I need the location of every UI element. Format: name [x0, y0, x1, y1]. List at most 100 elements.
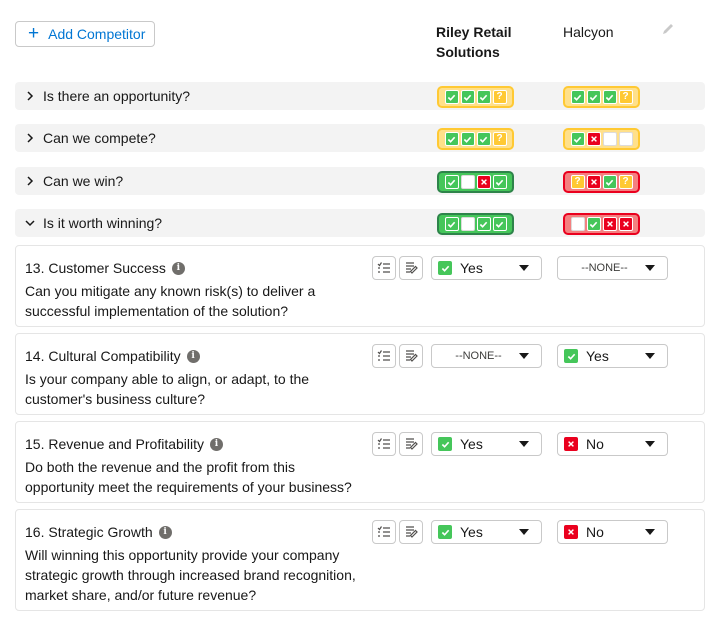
check-icon [570, 132, 585, 146]
cross-icon [564, 525, 578, 539]
check-icon [438, 437, 452, 451]
checklist-icon [377, 262, 390, 273]
section-worth-winning[interactable]: Is it worth winning? [15, 209, 705, 237]
checklist-button[interactable] [372, 344, 396, 368]
notes-button[interactable] [399, 432, 423, 456]
check-icon [438, 261, 452, 275]
answer-select-halcyon[interactable]: No [557, 520, 668, 544]
cross-icon [564, 437, 578, 451]
section-title: Is there an opportunity? [43, 88, 191, 104]
answer-select-halcyon[interactable]: --NONE-- [557, 256, 668, 280]
check-icon [438, 525, 452, 539]
select-value: --NONE-- [581, 262, 628, 274]
cross-icon [476, 175, 491, 189]
checklist-button[interactable] [372, 520, 396, 544]
question-description: Will winning this opportunity provide yo… [25, 547, 356, 603]
section-title: Is it worth winning? [43, 215, 163, 231]
empty-box-icon [460, 175, 475, 189]
notes-button[interactable] [399, 256, 423, 280]
section-opportunity[interactable]: Is there an opportunity? ? ? [15, 82, 705, 110]
check-icon [602, 90, 617, 104]
edit-pencil-icon[interactable] [661, 22, 675, 36]
notes-button[interactable] [399, 344, 423, 368]
section-title: Can we compete? [43, 130, 156, 146]
chevron-right-icon [23, 174, 37, 188]
empty-box-icon [618, 132, 633, 146]
tally-halcyon [563, 128, 640, 150]
question-mark-icon: ? [492, 132, 507, 146]
competitor-header-riley: Riley Retail Solutions [436, 24, 512, 60]
tally-halcyon: ? [563, 86, 640, 108]
cross-icon [586, 175, 601, 189]
select-value: Yes [460, 260, 483, 276]
check-icon [444, 90, 459, 104]
caret-down-icon [645, 265, 655, 271]
question-card: 14. Cultural Compatibility i Is your comp… [15, 333, 705, 415]
caret-down-icon [645, 529, 655, 535]
select-value: Yes [586, 348, 609, 364]
question-description: Is your company able to align, or adapt,… [25, 371, 310, 407]
select-value: Yes [460, 436, 483, 452]
notes-button[interactable] [399, 520, 423, 544]
add-competitor-label: Add Competitor [48, 26, 146, 42]
check-icon [476, 217, 491, 231]
answer-select-halcyon[interactable]: Yes [557, 344, 668, 368]
checklist-icon [377, 526, 390, 537]
answer-select-halcyon[interactable]: No [557, 432, 668, 456]
question-mark-icon: ? [618, 175, 633, 189]
answer-select-riley[interactable]: Yes [431, 432, 542, 456]
info-icon[interactable]: i [186, 349, 200, 363]
check-icon [444, 175, 459, 189]
notes-icon [406, 262, 418, 274]
question-title: 14. Cultural Compatibility i [25, 348, 200, 364]
question-description: Do both the revenue and the profit from … [25, 459, 352, 495]
check-icon [460, 132, 475, 146]
checklist-button[interactable] [372, 256, 396, 280]
check-icon [492, 175, 507, 189]
checklist-icon [377, 438, 390, 449]
answer-select-riley[interactable]: Yes [431, 256, 542, 280]
check-icon [586, 90, 601, 104]
question-mark-icon: ? [570, 175, 585, 189]
checklist-icon [377, 350, 390, 361]
select-value: No [586, 524, 604, 540]
info-icon[interactable]: i [158, 525, 172, 539]
check-icon [492, 217, 507, 231]
check-icon [476, 90, 491, 104]
answer-select-riley[interactable]: Yes [431, 520, 542, 544]
cross-icon [618, 217, 633, 231]
caret-down-icon [519, 265, 529, 271]
check-icon [586, 217, 601, 231]
question-description: Can you mitigate any known risk(s) to de… [25, 283, 316, 319]
answer-select-riley[interactable]: --NONE-- [431, 344, 542, 368]
select-value: Yes [460, 524, 483, 540]
section-compete[interactable]: Can we compete? ? [15, 124, 705, 152]
caret-down-icon [519, 441, 529, 447]
caret-down-icon [519, 353, 529, 359]
caret-down-icon [519, 529, 529, 535]
chevron-down-icon [23, 216, 37, 230]
tally-riley: ? [437, 86, 514, 108]
check-icon [444, 132, 459, 146]
info-icon[interactable]: i [210, 437, 223, 451]
question-mark-icon: ? [492, 90, 507, 104]
info-icon[interactable]: i [171, 261, 185, 275]
competitor-header-halcyon: Halcyon [563, 24, 614, 40]
empty-box-icon [602, 132, 617, 146]
select-value: No [586, 436, 604, 452]
section-win[interactable]: Can we win? ?? [15, 167, 705, 195]
tally-halcyon [563, 213, 640, 235]
caret-down-icon [645, 353, 655, 359]
check-icon [602, 175, 617, 189]
chevron-right-icon [23, 131, 37, 145]
chevron-right-icon [23, 89, 37, 103]
checklist-button[interactable] [372, 432, 396, 456]
question-title: 16. Strategic Growth i [25, 524, 172, 540]
notes-icon [406, 526, 418, 538]
empty-box-icon [460, 217, 475, 231]
question-title: 13. Customer Success i [25, 260, 185, 276]
question-card: 16. Strategic Growth i Will winning this … [15, 509, 705, 611]
add-competitor-button[interactable]: + Add Competitor [15, 21, 155, 47]
check-icon [564, 349, 578, 363]
tally-halcyon: ?? [563, 171, 640, 193]
